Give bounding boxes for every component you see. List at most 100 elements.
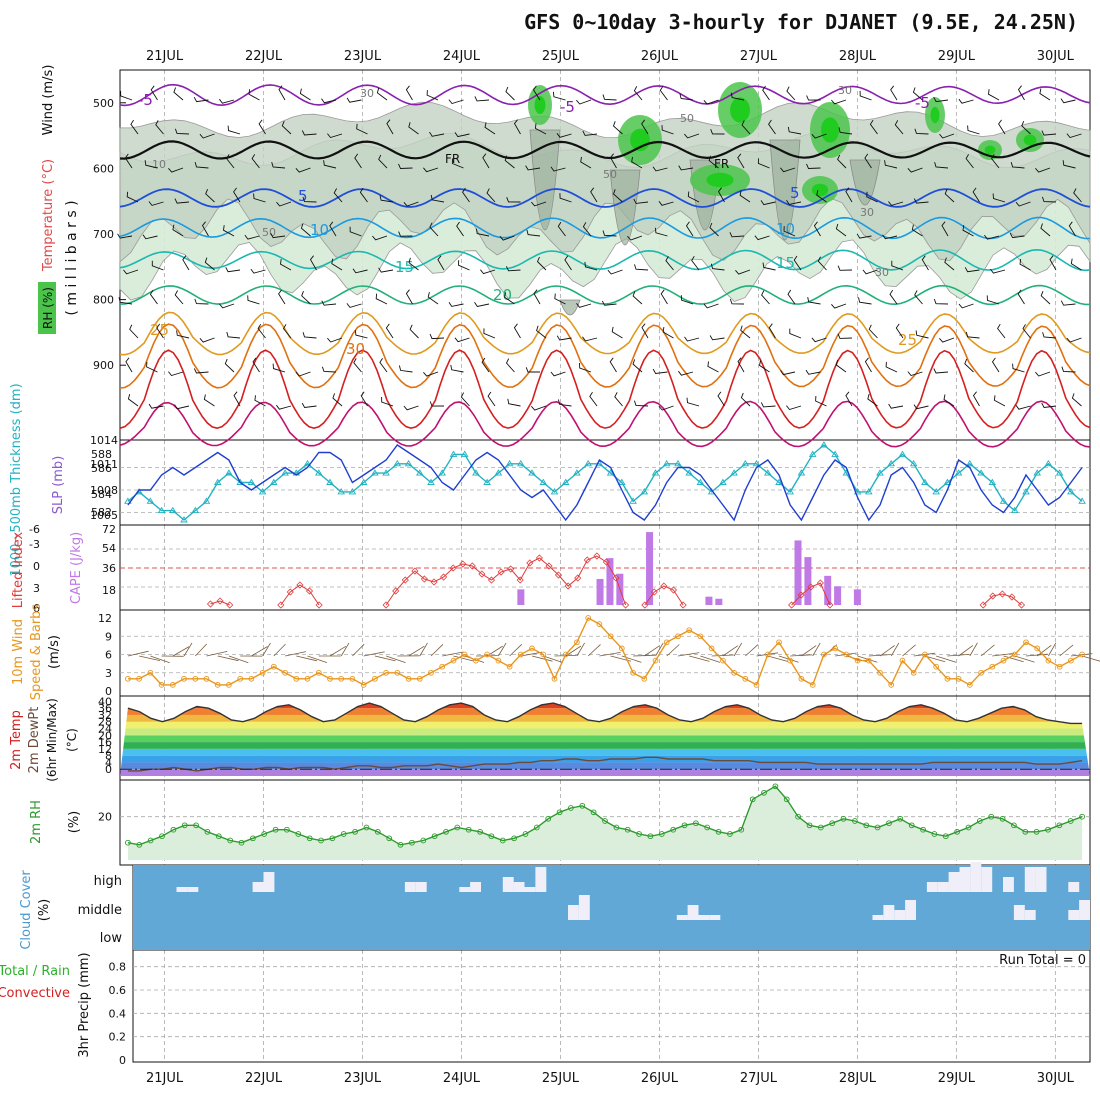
wind-barb-10m: [543, 655, 563, 663]
wind-barb: [123, 269, 139, 275]
thickness-point: [315, 469, 323, 476]
cape-tick: 54: [102, 542, 116, 555]
thickness-point: [404, 459, 413, 467]
rh-2m-point: [386, 835, 393, 842]
temp-band: [120, 742, 1090, 749]
thickness-point: [865, 488, 873, 495]
wind-barb: [276, 201, 292, 207]
wind-barb-10m: [790, 654, 813, 657]
wind-barb: [174, 290, 184, 305]
rh-2m-point: [795, 813, 801, 820]
thickness-point: [393, 459, 402, 467]
wind-barb: [536, 325, 547, 339]
slp-tick: 1014: [90, 434, 118, 447]
wind-speed-point: [1011, 651, 1018, 658]
thickness-point: [876, 469, 884, 476]
thickness-line: [127, 444, 1083, 521]
wind-barb: [204, 257, 215, 271]
rh-legend-swatch: [38, 282, 56, 334]
contour-label: 50: [603, 168, 617, 181]
wind-tick: 3: [105, 667, 112, 680]
wind-barb: [858, 297, 872, 305]
wind-barb: [1041, 196, 1057, 203]
lifted-index-point: [622, 601, 630, 609]
wind-barb: [359, 187, 368, 203]
wind-speed-point: [315, 669, 322, 676]
wind-barb: [811, 337, 827, 343]
wind-barb: [253, 193, 266, 203]
wind-barb: [482, 153, 490, 169]
thickness-point: [786, 488, 794, 495]
contour-label: 15: [395, 258, 414, 276]
wind-speed-point: [282, 669, 288, 676]
lifted-index-tick: 3: [33, 582, 40, 595]
wind-barb: [740, 325, 751, 339]
thickness-point: [359, 478, 368, 485]
wind-barb: [233, 187, 241, 203]
rh-2m-point: [159, 833, 165, 840]
ylabel-wind: Wind (m/s): [41, 65, 56, 136]
temp-band: [120, 721, 1090, 729]
thickness-point: [416, 469, 424, 476]
wind-barb: [907, 371, 923, 377]
wind-speed-point: [360, 682, 367, 688]
contour-label: 10: [152, 158, 166, 171]
wind-barb-10m: [644, 645, 660, 657]
wind-barb: [437, 255, 445, 271]
thickness-point: [505, 459, 514, 467]
wind-barb: [248, 89, 260, 101]
wind-barb: [907, 167, 923, 173]
rh-2m-point: [863, 822, 870, 829]
wind-barb-10m: [307, 655, 328, 663]
thickness-point: [382, 469, 390, 476]
wind-barb: [607, 269, 623, 275]
rh-2m-point: [125, 839, 131, 846]
wind-barb: [1073, 188, 1082, 203]
wind-barb: [1022, 324, 1031, 339]
wind-barb: [226, 154, 235, 169]
wind-barb-10m: [273, 643, 286, 657]
wind-barb: [686, 397, 700, 407]
wind-barb: [658, 405, 674, 411]
wind-barb: [346, 303, 362, 308]
rh-2m-point: [329, 835, 336, 842]
wind-barb: [451, 158, 464, 169]
wind-speed-point: [484, 651, 490, 658]
panel-frame: [119, 609, 1091, 697]
wind-speed-point: [450, 657, 457, 664]
thickness-point: [202, 497, 211, 504]
wind-barb: [1039, 88, 1051, 101]
lifted-index-point: [468, 562, 476, 570]
wind-barb: [582, 336, 598, 342]
wind-barb: [556, 335, 572, 341]
wind-barb: [270, 232, 286, 239]
rh-2m-point: [431, 833, 438, 840]
cape-tick: 18: [102, 584, 116, 597]
thickness-point: [1044, 459, 1053, 467]
wind-barb-10m: [969, 642, 978, 657]
wind-barb: [934, 161, 949, 169]
wind-barb: [972, 391, 980, 407]
wind-barb: [474, 96, 490, 102]
wind-barb: [632, 359, 643, 373]
lifted-index-point: [526, 559, 534, 567]
wind-barb: [990, 268, 1006, 274]
rh-2m-point: [897, 815, 904, 822]
rh-2m-point: [715, 828, 722, 835]
wind-barb: [1070, 258, 1082, 271]
thickness-point: [696, 478, 705, 485]
thickness-point: [539, 478, 548, 485]
wind-barb: [915, 330, 929, 339]
wind-speed-point: [574, 639, 580, 646]
wind-speed-point: [720, 657, 726, 664]
cape-bar: [596, 578, 604, 605]
wind-barb-10m: [947, 654, 970, 657]
thickness-point: [988, 478, 997, 485]
wind-barb: [862, 269, 878, 275]
wind-barb: [601, 300, 617, 306]
wind-barb-10m: [430, 644, 444, 657]
wind-barb: [429, 401, 445, 407]
wind-barb-10m: [902, 644, 916, 657]
wind-barb: [385, 323, 394, 339]
temp-tick: 12: [98, 743, 112, 756]
